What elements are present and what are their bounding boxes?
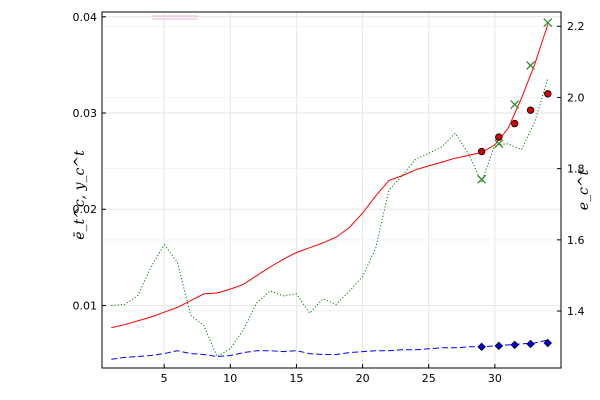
y-left-tick-label: 0.02 — [73, 203, 98, 216]
x-point — [477, 174, 487, 184]
marker-group — [477, 18, 553, 352]
diamond-point — [477, 342, 486, 352]
x-tick-label: 5 — [161, 372, 168, 385]
y-right-tick-label: 2.0 — [567, 91, 585, 104]
legend — [152, 15, 198, 20]
y-axis-left-label: ē_t^c, y_c^t — [72, 150, 88, 240]
circle-point — [526, 106, 535, 114]
circle-point — [495, 133, 503, 141]
y-left-tick-label: 0.03 — [73, 107, 98, 120]
series-line-dashed — [111, 339, 548, 360]
x-point — [543, 18, 553, 28]
series-group — [111, 24, 549, 360]
x-tick-label: 10 — [223, 372, 237, 385]
y-right-tick-label: 1.6 — [567, 234, 585, 247]
circle-point — [544, 90, 552, 98]
ticks: 5 10 15 20 25 30 0.01 0.02 0.03 0.04 1.4 1.6 1.8 2.0 2… — [73, 11, 585, 385]
series-line-dotted — [111, 78, 549, 358]
grid — [102, 12, 561, 368]
x-point — [510, 100, 520, 109]
diamond-point — [526, 339, 535, 349]
y-axis-right-label: e_c^t — [576, 169, 592, 210]
diamond-point — [510, 340, 519, 350]
y-right-tick-label: 1.8 — [567, 163, 585, 176]
diamond-point — [494, 341, 504, 351]
plot-frame — [101, 11, 562, 369]
y-left-tick-label: 0.01 — [73, 299, 98, 312]
diamond-point — [543, 338, 552, 348]
x-point — [494, 139, 504, 149]
x-tick-label: 25 — [422, 372, 436, 385]
circle-point — [511, 119, 519, 128]
x-tick-label: 15 — [289, 372, 303, 385]
y-left-tick-label: 0.04 — [73, 11, 98, 24]
y-right-tick-label: 2.2 — [567, 20, 585, 33]
y-right-tick-label: 1.4 — [567, 305, 585, 318]
x-tick-label: 30 — [488, 372, 502, 385]
circle-point — [477, 147, 486, 156]
series-line-solid — [111, 24, 549, 329]
x-tick-label: 20 — [356, 372, 370, 385]
x-point — [526, 60, 536, 70]
